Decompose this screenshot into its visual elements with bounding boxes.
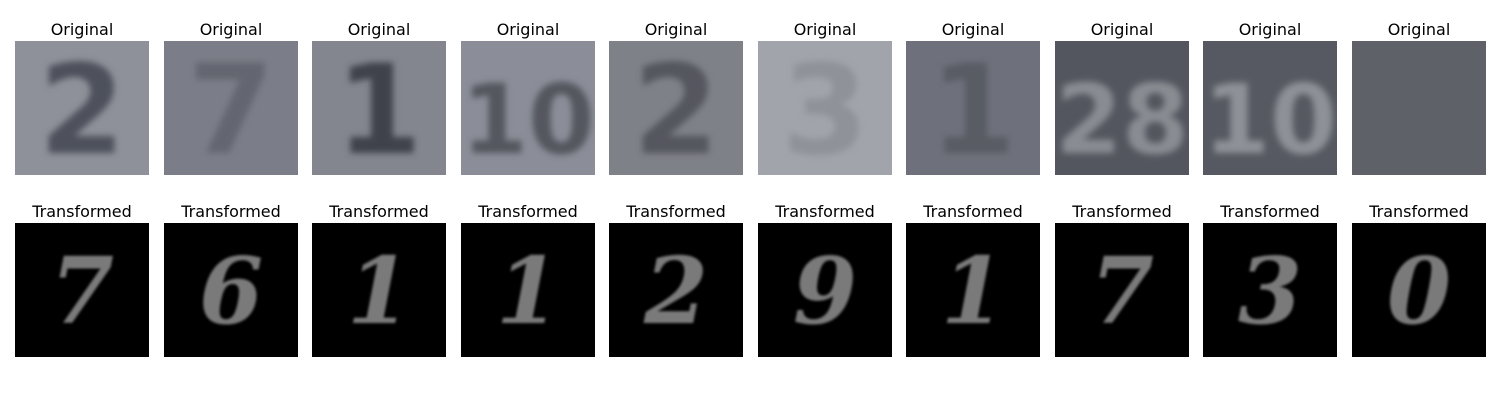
panel-caption: Original <box>347 20 411 39</box>
panel-caption: Original <box>50 20 114 39</box>
digit-image: 1 <box>461 223 595 357</box>
digit-glyph: 2 <box>633 41 719 175</box>
digit-glyph: 2 <box>39 41 125 175</box>
digit-image: 7 <box>164 41 298 175</box>
digit-glyph: 7 <box>188 41 274 175</box>
digit-image: 2 <box>609 223 743 357</box>
panel-caption: Transformed <box>181 202 281 221</box>
panel-caption: Original <box>793 20 857 39</box>
panel-caption: Transformed <box>923 202 1023 221</box>
digit-glyph: 7 <box>50 237 114 345</box>
digit-image: 7 <box>15 223 149 357</box>
panel-caption: Original <box>199 20 263 39</box>
digit-glyph: 6 <box>199 237 263 345</box>
digit-image: 1 <box>906 41 1040 175</box>
digit-glyph: 10 <box>461 64 595 175</box>
digit-glyph: 2 <box>643 237 708 345</box>
digit-image: 28 <box>1055 41 1189 175</box>
digit-glyph: 1 <box>930 41 1016 175</box>
digit-glyph: 1 <box>347 237 411 345</box>
digit-image: 2 <box>609 41 743 175</box>
panel-caption: Transformed <box>32 202 132 221</box>
panel-caption: Transformed <box>1220 202 1320 221</box>
digit-glyph: 28 <box>1055 64 1189 175</box>
panel-caption: Transformed <box>626 202 726 221</box>
digit-image: 1 <box>312 223 446 357</box>
digit-image: 7 <box>1055 223 1189 357</box>
digit-glyph: 1 <box>496 237 560 345</box>
digit-glyph: 0 <box>1387 237 1451 345</box>
digit-image: 6 <box>164 223 298 357</box>
digit-image: 3 <box>758 41 892 175</box>
digit-glyph: 1 <box>941 237 1005 345</box>
panel-caption: Original <box>941 20 1005 39</box>
digit-glyph: 3 <box>1238 237 1302 345</box>
digit-image: 1 <box>312 41 446 175</box>
digit-image: 1 <box>906 223 1040 357</box>
digit-glyph: 1 <box>336 41 422 175</box>
digit-image: 2 <box>15 41 149 175</box>
panel-caption: Transformed <box>775 202 875 221</box>
digit-glyph: 9 <box>793 237 857 345</box>
panel-caption: Transformed <box>329 202 429 221</box>
digit-image <box>1352 41 1486 175</box>
digit-image: 10 <box>1203 41 1337 175</box>
panel-caption: Transformed <box>478 202 578 221</box>
panel-caption: Original <box>496 20 560 39</box>
digit-glyph: 10 <box>1203 64 1337 175</box>
digit-image: 9 <box>758 223 892 357</box>
digit-image: 0 <box>1352 223 1486 357</box>
digit-glyph: 3 <box>782 41 868 175</box>
panel-caption: Original <box>1387 20 1451 39</box>
panel-caption: Original <box>1090 20 1154 39</box>
digit-image: 10 <box>461 41 595 175</box>
panel-caption: Transformed <box>1072 202 1172 221</box>
digit-glyph: 7 <box>1090 237 1154 345</box>
digit-image: 3 <box>1203 223 1337 357</box>
panel-caption: Transformed <box>1369 202 1469 221</box>
panel-caption: Original <box>1238 20 1302 39</box>
panel-caption: Original <box>644 20 708 39</box>
